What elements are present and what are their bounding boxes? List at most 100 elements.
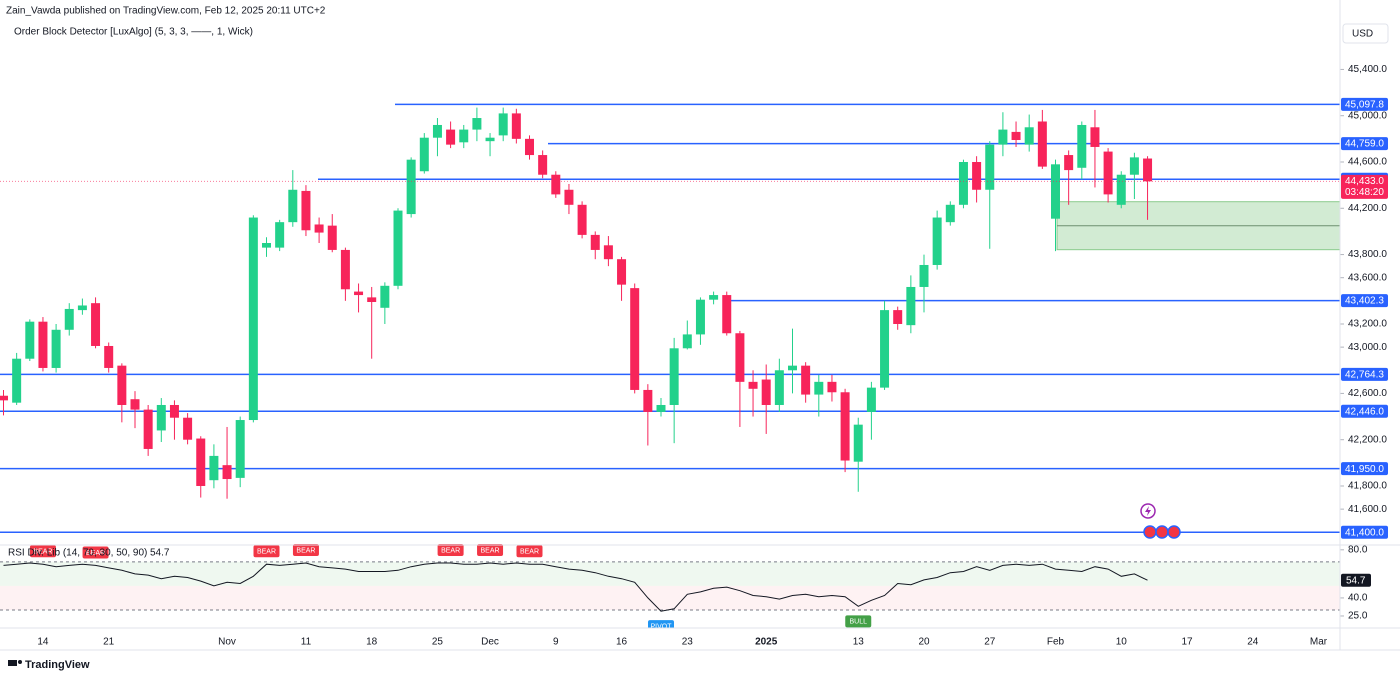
x-tick-label: Mar	[1310, 637, 1328, 648]
rsi-y-tick-label: 25.0	[1348, 611, 1368, 622]
candle-body	[1129, 157, 1139, 175]
candle-body	[945, 204, 955, 223]
x-tick-label: 16	[616, 637, 628, 648]
countdown: 03:48:20	[1345, 187, 1384, 198]
candle-body	[603, 245, 613, 260]
y-tick-label: 45,000.0	[1348, 110, 1387, 121]
icons	[1140, 503, 1181, 539]
candle-body	[617, 259, 627, 285]
candle-body	[866, 387, 876, 412]
candle-body	[432, 124, 442, 138]
x-tick-label: 17	[1181, 637, 1193, 648]
candle-body	[446, 129, 456, 145]
candle-body	[406, 159, 416, 215]
candle-body	[814, 381, 824, 395]
level-label: 42,764.3	[1345, 370, 1384, 381]
rsi-value-box	[1341, 573, 1371, 587]
level-label-box	[1341, 97, 1388, 111]
level-label: 41,950.0	[1345, 464, 1384, 475]
candle-body	[64, 308, 74, 330]
candle-body	[288, 189, 298, 223]
x-tick-label: Dec	[481, 637, 499, 648]
rsi-legend: RSI Div. Lib (14, 70, 30, 50, 90)	[8, 548, 147, 559]
candle-body	[958, 161, 968, 205]
rsi-band-upper	[0, 561, 1340, 586]
rsi-band-lower	[0, 585, 1340, 610]
candle-body	[51, 329, 61, 368]
header: Zain_Vawda published on TradingView.com,…	[6, 6, 326, 17]
candle-body	[1103, 151, 1113, 195]
rsi-y-tick-label: 40.0	[1348, 593, 1368, 604]
candle-body	[248, 217, 258, 421]
currency[interactable]: USD	[1352, 29, 1373, 40]
candle-body	[630, 288, 640, 390]
event-icon[interactable]	[1167, 525, 1181, 539]
event-icon[interactable]	[1155, 525, 1169, 539]
candle-body	[590, 234, 600, 250]
candle-body	[801, 365, 811, 395]
candle-body	[354, 291, 364, 296]
candle-body	[827, 381, 837, 393]
candle-body	[1090, 127, 1100, 147]
rsi-signal-box	[292, 544, 319, 557]
candle-body	[12, 358, 22, 403]
candle-body	[91, 303, 101, 346]
candle-body	[327, 225, 337, 250]
rsi-signal-label: BEAR	[481, 547, 500, 554]
logo	[8, 660, 22, 666]
candle-body	[1143, 158, 1153, 182]
level-label: 41,400.0	[1345, 527, 1384, 538]
rsi-signal-box	[648, 620, 674, 628]
candle-body	[130, 399, 140, 410]
candle-body	[998, 129, 1008, 145]
logo-dot	[18, 660, 22, 664]
candle-body	[38, 321, 48, 368]
candle-body	[275, 222, 285, 248]
y-tick-label: 45,400.0	[1348, 64, 1387, 75]
candle-body	[183, 417, 193, 440]
rsi-signal-box	[82, 546, 109, 559]
y-tick-label: 43,200.0	[1348, 319, 1387, 330]
candle-body	[104, 345, 114, 368]
event-icon[interactable]	[1143, 525, 1157, 539]
rsi-line	[3, 562, 1148, 612]
candle-body	[1011, 131, 1021, 141]
rsi-value-label: 54.7	[1346, 575, 1366, 586]
candle-body	[77, 305, 87, 311]
candle-body	[853, 424, 863, 462]
candle-body	[577, 204, 587, 235]
x-tick-label: 24	[1247, 637, 1259, 648]
rsi-signal-label: BULL	[849, 619, 867, 626]
candle-body	[367, 297, 377, 303]
candle-body	[511, 113, 521, 139]
candle-body	[235, 420, 245, 478]
y-tick-label: 43,800.0	[1348, 249, 1387, 260]
candle-body	[880, 310, 890, 388]
logo-mark	[8, 660, 17, 666]
candle-body	[985, 144, 995, 190]
indicator-legend: Order Block Detector [LuxAlgo] (5, 3, 3,…	[14, 27, 253, 38]
candle-body	[222, 465, 232, 480]
x-tick-label: 23	[682, 637, 694, 648]
candle-body	[117, 365, 127, 405]
x-tick-label: Feb	[1047, 637, 1065, 648]
rsi-signal-box	[253, 545, 280, 558]
candle-body	[840, 392, 850, 461]
currency-box[interactable]	[1342, 23, 1389, 44]
candle-body	[1116, 174, 1126, 205]
candle-body	[1024, 127, 1034, 145]
x-tick-label: 20	[918, 637, 930, 648]
candle-body	[380, 285, 390, 308]
rsi-y-tick-label: 80.0	[1348, 544, 1368, 555]
last-price-label: 44,433.0	[1345, 176, 1384, 187]
y-tick-label: 42,600.0	[1348, 388, 1387, 399]
candle-body	[472, 118, 482, 130]
x-tick-label: 9	[553, 637, 559, 648]
candle-body	[1077, 124, 1087, 168]
candle-body	[498, 113, 508, 136]
level-label: 45,097.8	[1345, 100, 1384, 111]
level-label-box	[1341, 404, 1388, 418]
rsi-signal-box	[845, 615, 872, 628]
candle-body	[485, 137, 495, 142]
